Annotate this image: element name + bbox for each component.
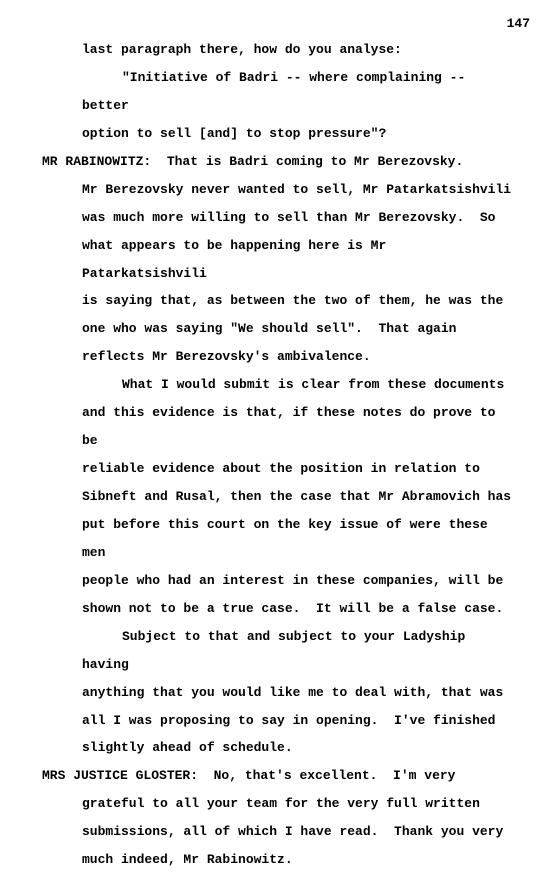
transcript-body: last paragraph there, how do you analyse… <box>42 36 516 874</box>
transcript-line: MR RABINOWITZ: That is Badri coming to M… <box>42 148 516 176</box>
transcript-line: option to sell [and] to stop pressure"? <box>42 120 516 148</box>
transcript-line: and this evidence is that, if these note… <box>42 399 516 455</box>
transcript-line: was much more willing to sell than Mr Be… <box>42 204 516 232</box>
transcript-line: last paragraph there, how do you analyse… <box>42 36 516 64</box>
transcript-line: anything that you would like me to deal … <box>42 679 516 707</box>
transcript-line: What I would submit is clear from these … <box>42 371 516 399</box>
transcript-line: reflects Mr Berezovsky's ambivalence. <box>42 343 516 371</box>
transcript-line: one who was saying "We should sell". Tha… <box>42 315 516 343</box>
transcript-line: MRS JUSTICE GLOSTER: No, that's excellen… <box>42 762 516 790</box>
transcript-line: is saying that, as between the two of th… <box>42 287 516 315</box>
transcript-line: Subject to that and subject to your Lady… <box>42 623 516 679</box>
transcript-line: Mr Berezovsky never wanted to sell, Mr P… <box>42 176 516 204</box>
transcript-line: much indeed, Mr Rabinowitz. <box>42 846 516 874</box>
transcript-line: put before this court on the key issue o… <box>42 511 516 567</box>
transcript-line: Sibneft and Rusal, then the case that Mr… <box>42 483 516 511</box>
transcript-line: reliable evidence about the position in … <box>42 455 516 483</box>
transcript-line: what appears to be happening here is Mr … <box>42 232 516 288</box>
page-number: 147 <box>507 10 530 38</box>
transcript-line: submissions, all of which I have read. T… <box>42 818 516 846</box>
transcript-line: slightly ahead of schedule. <box>42 734 516 762</box>
transcript-line: shown not to be a true case. It will be … <box>42 595 516 623</box>
transcript-line: grateful to all your team for the very f… <box>42 790 516 818</box>
transcript-line: all I was proposing to say in opening. I… <box>42 707 516 735</box>
transcript-line: people who had an interest in these comp… <box>42 567 516 595</box>
transcript-line: "Initiative of Badri -- where complainin… <box>42 64 516 120</box>
